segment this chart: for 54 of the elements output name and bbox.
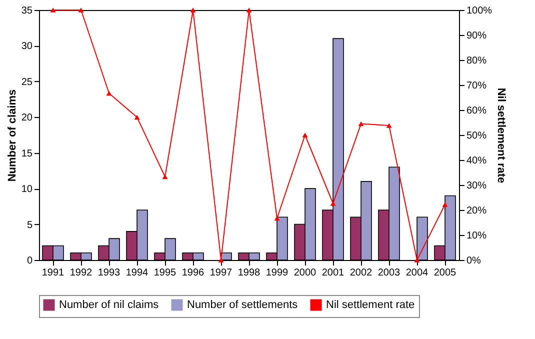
point [414, 258, 420, 262]
y2-tick-label: 40% [466, 156, 487, 166]
y2-tick-label: 100% [466, 6, 492, 16]
y2-tick-label: 50% [466, 130, 487, 142]
legend-label: Number of nil claims [59, 299, 160, 311]
point [442, 202, 448, 207]
x-tick-label: 2003 [378, 268, 401, 278]
y-tick-label: 30 [21, 41, 33, 52]
y2-tick-label: 30% [466, 180, 487, 192]
x-tick-label: 2000 [294, 268, 317, 278]
x-tick-label: 2002 [350, 268, 373, 278]
x-tick-label: 2005 [434, 268, 457, 278]
y-tick-label: 35 [21, 6, 33, 16]
x-tick-label: 1991 [42, 268, 65, 278]
point [106, 90, 112, 96]
x-tick-label: 2001 [322, 268, 345, 278]
x-tick-label: 1999 [266, 268, 289, 278]
point [134, 114, 140, 120]
x-tick-label: 1998 [238, 268, 261, 278]
y2-tick-label: 0% [466, 256, 482, 266]
point [330, 201, 336, 206]
x-tick-label: 1996 [182, 268, 205, 278]
y-tick-label: 20 [21, 112, 33, 124]
point [78, 8, 84, 12]
y2-tick-label: 90% [466, 30, 487, 42]
point [162, 174, 168, 180]
x-tick-label: 1992 [70, 268, 93, 278]
x-tick-label: 1995 [154, 268, 177, 278]
point [358, 121, 364, 126]
x-tick-label: 2004 [406, 268, 429, 278]
point [190, 8, 196, 12]
bar [416, 216, 428, 260]
y2-tick-label: 70% [466, 80, 487, 92]
y2-axis-title: Nil settlement rate [495, 88, 508, 184]
y-tick-label: 25 [21, 76, 33, 88]
y2-tick-label: 10% [466, 230, 487, 242]
point [246, 8, 252, 12]
x-tick-label: 1993 [98, 268, 121, 278]
y-axis-title: Number of claims [6, 89, 18, 182]
y2-tick-label: 20% [466, 206, 487, 216]
legend-label: Number of settlements [187, 299, 298, 311]
legend-label: Nil settlement rate [326, 299, 415, 311]
point [302, 132, 308, 138]
y2-tick-label: 80% [466, 56, 487, 66]
y-tick-label: 10 [21, 184, 33, 196]
y-tick-label: 15 [21, 148, 33, 160]
y-tick-label: 0 [26, 256, 33, 266]
point [386, 123, 392, 128]
point [50, 8, 56, 12]
bar [220, 252, 232, 260]
x-tick-label: 1994 [126, 268, 149, 278]
x-tick-label: 1997 [210, 268, 233, 278]
y2-tick-label: 60% [466, 106, 487, 116]
y-tick-label: 5 [26, 220, 33, 231]
